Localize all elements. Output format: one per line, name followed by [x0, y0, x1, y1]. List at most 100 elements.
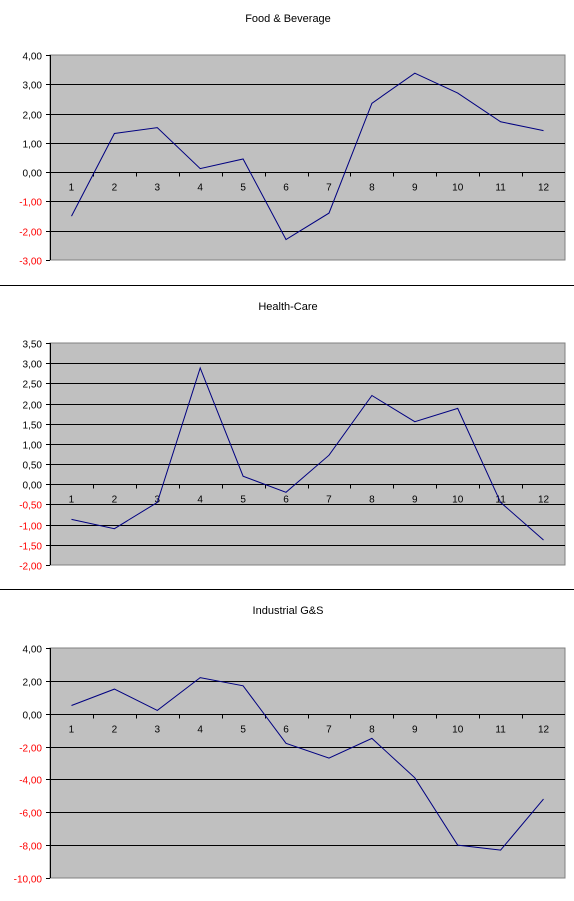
y-tick-label: -1,00	[19, 522, 42, 533]
data-point	[456, 407, 459, 410]
x-tick-label: 6	[283, 183, 289, 194]
chart-title: Food & Beverage	[245, 13, 331, 25]
data-point	[499, 120, 502, 123]
data-point	[370, 737, 373, 740]
x-tick-label: 6	[283, 725, 289, 736]
data-point	[113, 132, 116, 135]
chart-panel: Food & Beverage 4,00 3,00 2,00 1,00 0,00 -1,00…	[19, 13, 566, 268]
series-line	[71, 677, 544, 851]
x-tick-label: 4	[197, 183, 203, 194]
x-tick-label: 4	[197, 495, 203, 506]
x-tick-label: 3	[155, 183, 161, 194]
data-point	[370, 394, 373, 397]
y-tick-label: 0,00	[23, 169, 43, 180]
x-tick-label: 6	[283, 495, 289, 506]
data-point	[413, 72, 416, 75]
y-tick-label: -2,00	[19, 562, 42, 573]
y-tick-label: -1,50	[19, 542, 42, 553]
y-tick-label: 0,00	[23, 481, 43, 492]
data-point	[70, 704, 73, 707]
y-tick-label: 0,50	[23, 461, 43, 472]
x-tick-label: 12	[538, 495, 550, 506]
x-tick-label: 3	[155, 495, 161, 506]
data-point	[542, 129, 545, 132]
series-line	[71, 72, 544, 241]
data-point	[113, 527, 116, 530]
data-point	[113, 688, 116, 691]
x-tick-label: 11	[495, 495, 506, 506]
plot-area	[49, 342, 566, 566]
x-tick-label: 2	[112, 495, 118, 506]
data-point	[413, 420, 416, 423]
x-tick-label: 10	[452, 725, 464, 736]
data-point	[542, 539, 545, 542]
data-point	[156, 709, 159, 712]
x-tick-label: 7	[326, 183, 332, 194]
data-point	[328, 757, 331, 760]
x-tick-label: 9	[412, 725, 418, 736]
y-tick-label: 0,00	[23, 711, 43, 722]
x-tick-label: 9	[412, 183, 418, 194]
y-tick-label: 2,50	[23, 380, 43, 391]
data-point	[242, 158, 245, 161]
y-tick-label: -10,00	[14, 875, 43, 886]
x-tick-label: 11	[495, 725, 506, 736]
x-tick-label: 12	[538, 725, 550, 736]
data-point	[370, 102, 373, 105]
y-tick-label: 4,00	[23, 645, 43, 656]
x-tick-label: 8	[369, 183, 375, 194]
y-tick-label: 2,00	[23, 401, 43, 412]
y-tick-label: -8,00	[19, 842, 42, 853]
y-tick-label: -0,50	[19, 501, 42, 512]
data-point	[242, 684, 245, 687]
chart-title: Health-Care	[258, 301, 317, 313]
data-point	[70, 215, 73, 218]
y-tick-label: 4,00	[23, 52, 43, 63]
data-point	[499, 501, 502, 504]
y-tick-label: 3,00	[23, 81, 43, 92]
x-tick-label: 5	[240, 495, 246, 506]
y-tick-label: -3,00	[19, 257, 42, 268]
plot-area	[49, 54, 566, 261]
data-point	[199, 367, 202, 370]
x-tick-label: 10	[452, 495, 464, 506]
x-tick-label: 1	[69, 183, 75, 194]
x-tick-label: 1	[69, 495, 75, 506]
x-tick-label: 1	[69, 725, 75, 736]
data-point	[328, 454, 331, 457]
x-tick-label: 7	[326, 725, 332, 736]
series-line	[71, 366, 544, 541]
x-tick-label: 4	[197, 725, 203, 736]
x-tick-label: 11	[495, 183, 506, 194]
x-tick-label: 7	[326, 495, 332, 506]
data-point	[242, 475, 245, 478]
chart-panel: Health-Care 3,50 3,00 2,50 2,00 1,50 1,00 0,50 0…	[19, 301, 566, 573]
x-tick-label: 3	[155, 725, 161, 736]
data-point	[456, 844, 459, 847]
x-tick-label: 5	[240, 183, 246, 194]
data-point	[456, 92, 459, 95]
data-point	[199, 167, 202, 170]
y-tick-label: 2,00	[23, 111, 43, 122]
data-point	[542, 798, 545, 801]
x-tick-label: 12	[538, 183, 550, 194]
data-point	[285, 491, 288, 494]
data-point	[156, 501, 159, 504]
y-tick-label: 1,50	[23, 421, 43, 432]
data-point	[285, 238, 288, 241]
data-point	[156, 126, 159, 129]
y-tick-label: 1,00	[23, 140, 43, 151]
y-tick-label: 3,50	[23, 340, 43, 351]
chart-panel: Industrial G&S 4,00 2,00 0,00 -2,00 -4,00 -6,0…	[14, 605, 566, 886]
x-tick-label: 2	[112, 183, 118, 194]
y-tick-label: -6,00	[19, 809, 42, 820]
y-tick-label: -1,00	[19, 198, 42, 209]
x-tick-label: 9	[412, 495, 418, 506]
y-tick-label: 3,00	[23, 360, 43, 371]
y-tick-label: -4,00	[19, 776, 42, 787]
chart-title: Industrial G&S	[253, 605, 324, 617]
x-tick-label: 10	[452, 183, 464, 194]
y-tick-label: -2,00	[19, 744, 42, 755]
plot-area	[49, 647, 566, 879]
